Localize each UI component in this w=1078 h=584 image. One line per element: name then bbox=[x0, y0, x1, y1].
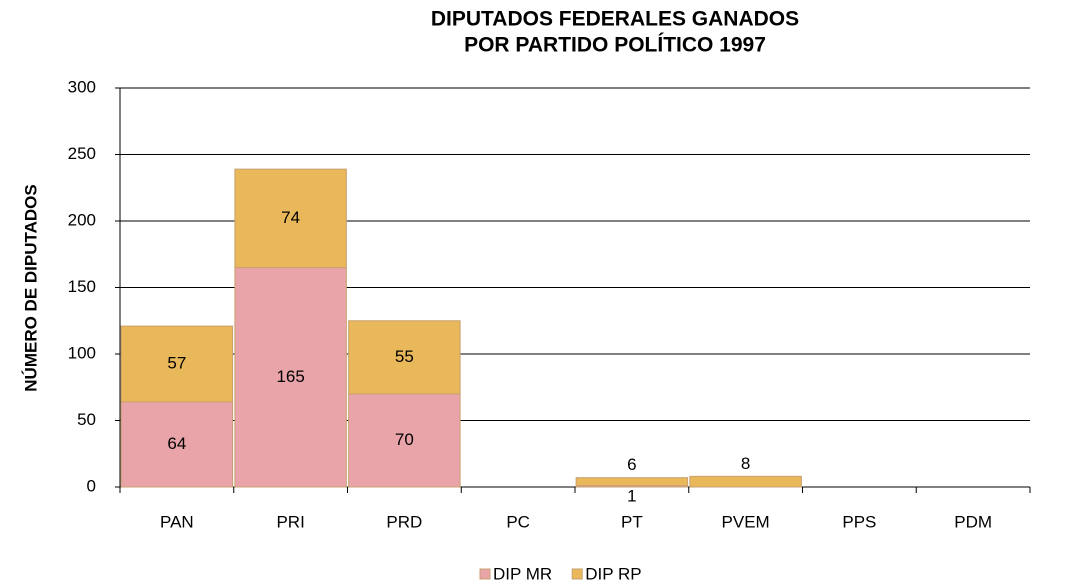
chart-title: DIPUTADOS FEDERALES GANADOS bbox=[431, 8, 799, 31]
x-tick-label: PDM bbox=[954, 512, 992, 531]
data-label: 6 bbox=[627, 455, 636, 474]
y-axis-title: NÚMERO DE DIPUTADOS bbox=[21, 184, 40, 391]
bar-segment bbox=[348, 393, 461, 488]
bar-segment bbox=[234, 267, 347, 488]
legend-swatch bbox=[571, 568, 583, 580]
data-label: 55 bbox=[395, 347, 414, 366]
x-tick-label: PRI bbox=[276, 512, 304, 531]
y-tick-label: 0 bbox=[87, 476, 96, 495]
x-tick-label: PAN bbox=[160, 512, 194, 531]
y-tick-label: 250 bbox=[68, 144, 96, 163]
y-tick-label: 200 bbox=[68, 210, 96, 229]
y-tick-label: 50 bbox=[77, 410, 96, 429]
data-label: 70 bbox=[395, 430, 414, 449]
bar-segment bbox=[575, 477, 689, 487]
x-tick-label: PRD bbox=[386, 512, 422, 531]
y-tick-label: 150 bbox=[68, 277, 96, 296]
x-tick-label: PPS bbox=[842, 512, 876, 531]
data-label: 165 bbox=[276, 367, 304, 386]
legend-label: DIP MR bbox=[493, 564, 552, 583]
data-label: 57 bbox=[167, 353, 186, 372]
x-tick-label: PC bbox=[506, 512, 530, 531]
bar-segment bbox=[234, 168, 347, 269]
data-label: 1 bbox=[627, 486, 636, 505]
data-label: 74 bbox=[281, 208, 300, 227]
legend-swatch bbox=[479, 568, 491, 580]
x-tick-label: PT bbox=[621, 512, 643, 531]
data-label: 8 bbox=[741, 454, 750, 473]
legend-label: DIP RP bbox=[585, 564, 641, 583]
y-tick-label: 100 bbox=[68, 343, 96, 362]
bar-segment bbox=[120, 325, 234, 403]
chart-title: POR PARTIDO POLÍTICO 1997 bbox=[464, 34, 766, 57]
bar-segment bbox=[689, 475, 802, 488]
data-label: 64 bbox=[167, 434, 186, 453]
x-tick-label: PVEM bbox=[722, 512, 770, 531]
y-tick-label: 300 bbox=[68, 77, 96, 96]
bar-segment bbox=[348, 320, 461, 395]
